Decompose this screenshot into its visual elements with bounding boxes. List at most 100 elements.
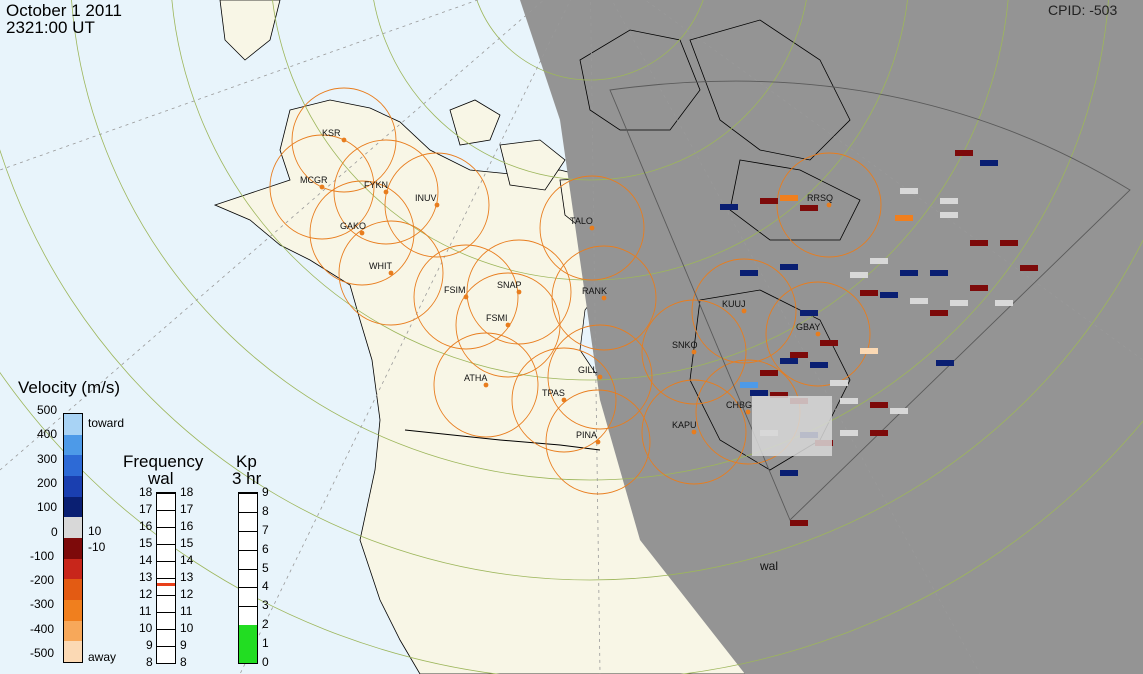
- radar-site-label: wal: [759, 559, 778, 573]
- station-dot-atha: [483, 382, 489, 388]
- coverage-circle-ksr: [291, 87, 397, 193]
- frequency-tick-right: 11: [180, 604, 193, 618]
- station-dot-rrsq: [826, 202, 832, 208]
- station-dot-gill: [597, 374, 603, 380]
- cpid-label: CPID: -503: [1048, 2, 1118, 18]
- frequency-tick-left: 15: [139, 536, 153, 550]
- toward-label: toward: [88, 416, 125, 430]
- frequency-tick-line: [157, 561, 175, 562]
- velocity-cell: [720, 204, 738, 210]
- station-dot-inuv: [434, 202, 440, 208]
- velocity-cell: [950, 300, 968, 306]
- velocity-cell: [850, 272, 868, 278]
- station-dot-talo: [589, 225, 595, 231]
- frequency-tick-left: 16: [139, 519, 153, 533]
- velocity-cell: [870, 258, 888, 264]
- coverage-circle-inuv: [384, 152, 490, 258]
- kp-tick-line: [239, 568, 257, 570]
- station-dot-gbay: [815, 331, 821, 337]
- frequency-tick-line: [157, 612, 175, 613]
- frequency-title: Frequency: [123, 452, 204, 471]
- frequency-tick-right: 13: [180, 570, 194, 584]
- frequency-tick-right: 16: [180, 519, 194, 533]
- coverage-circle-rank: [551, 245, 657, 351]
- station-dot-chbg: [745, 409, 751, 415]
- velocity-tick: 0: [51, 524, 58, 539]
- station-label-whit: WHIT: [369, 261, 392, 271]
- velocity-cell: [770, 392, 788, 398]
- station-dot-whit: [388, 270, 394, 276]
- ground-scatter-region: [752, 396, 832, 456]
- station-dot-fykn: [383, 189, 389, 195]
- frequency-tick-right: 17: [180, 502, 194, 516]
- velocity-cell: [880, 292, 898, 298]
- kp-tick: 7: [262, 522, 269, 537]
- radar-fov-outline: [609, 80, 1131, 521]
- station-label-fsmi: FSMI: [486, 313, 508, 323]
- velocity-cell: [820, 340, 838, 346]
- coverage-circle-mcgr: [269, 134, 375, 240]
- velocity-cell: [900, 188, 918, 194]
- frequency-tick-left: 13: [139, 570, 153, 584]
- velocity-cell: [910, 298, 928, 304]
- time-label: 2321:00 UT: [6, 18, 95, 37]
- frequency-radar-label: wal: [148, 469, 174, 488]
- station-label-rrsq: RRSQ: [807, 193, 833, 203]
- kp-tick-line: [239, 530, 257, 532]
- velocity-color-segment: [64, 476, 82, 498]
- coverage-circle-rrsq: [776, 152, 882, 258]
- velocity-cell: [900, 270, 918, 276]
- velocity-cell: [955, 150, 973, 156]
- coverage-circle-fykn: [333, 139, 439, 245]
- station-label-talo: TALO: [570, 216, 593, 226]
- frequency-tick-right: 10: [180, 621, 194, 635]
- station-markers: KSR MCGR FYKN GAKO INUV WHIT FSIM SNAP FSMI RANK A…: [300, 128, 833, 445]
- kp-tick: 8: [262, 503, 269, 518]
- station-dot-tpas: [561, 397, 567, 403]
- frequency-tick-left: 17: [139, 502, 153, 516]
- coverage-circle-tpas: [511, 347, 617, 453]
- kp-level-fill: [239, 625, 257, 663]
- station-dot-rank: [601, 295, 607, 301]
- kp-tick-line: [239, 606, 257, 608]
- ground-scatter-pos-label: 10: [88, 524, 102, 538]
- velocity-cell: [995, 300, 1013, 306]
- station-label-fykn: FYKN: [364, 180, 388, 190]
- coverage-circle-snap: [466, 239, 572, 345]
- station-label-gako: GAKO: [340, 221, 366, 231]
- station-label-tpas: TPAS: [542, 388, 565, 398]
- station-label-kuuj: KUUJ: [722, 299, 746, 309]
- station-label-inuv: INUV: [415, 193, 437, 203]
- velocity-color-segment: [64, 600, 82, 622]
- kp-tick: 1: [262, 636, 269, 651]
- coverage-circle-fsmi: [455, 272, 561, 378]
- frequency-tick-line: [157, 544, 175, 545]
- velocity-cell: [930, 270, 948, 276]
- velocity-cell: [810, 362, 828, 368]
- velocity-tick: 300: [37, 451, 58, 466]
- coverage-circle-whit: [338, 220, 444, 326]
- velocity-cell: [800, 205, 818, 211]
- coverage-circle-gako: [309, 180, 415, 286]
- velocity-cell: [750, 390, 768, 396]
- frequency-tick-line: [157, 527, 175, 528]
- kp-tick: 6: [262, 541, 269, 556]
- station-dot-kuuj: [741, 308, 747, 314]
- frequency-tick-left: 18: [139, 485, 153, 499]
- station-dot-gako: [359, 230, 365, 236]
- coverage-circle-fsim: [413, 244, 519, 350]
- station-label-snap: SNAP: [497, 280, 522, 290]
- velocity-title: Velocity (m/s): [18, 378, 121, 397]
- away-label: away: [88, 650, 117, 664]
- velocity-tick: 200: [37, 475, 58, 490]
- kp-tick-line: [239, 511, 257, 513]
- frequency-tick-right: 8: [180, 655, 187, 669]
- velocity-tick: 500: [37, 403, 58, 417]
- velocity-colorbar: [63, 413, 83, 663]
- velocity-cell: [860, 348, 878, 354]
- frequency-marker: [157, 583, 175, 587]
- coverage-circle-kuuj: [691, 258, 797, 364]
- station-label-gbay: GBAY: [796, 322, 820, 332]
- station-label-atha: ATHA: [464, 373, 487, 383]
- velocity-color-segment: [64, 414, 82, 436]
